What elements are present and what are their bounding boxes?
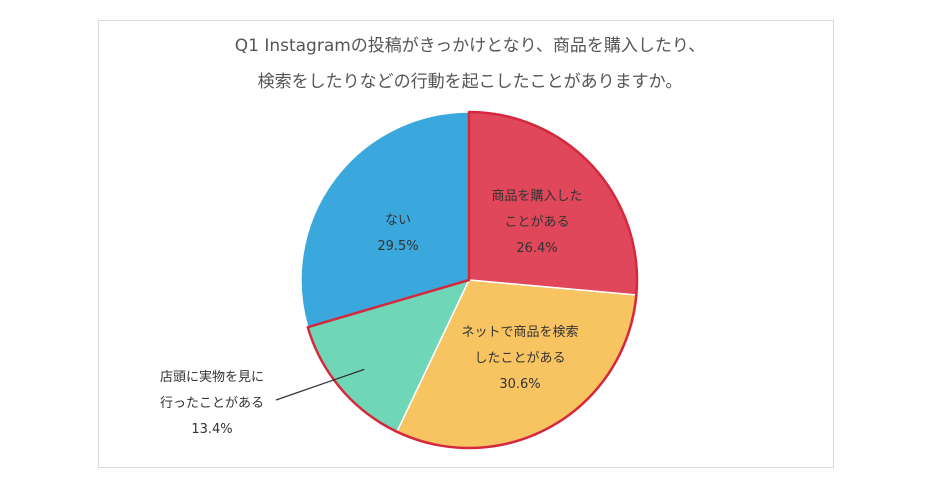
slice-label-line: したことがある: [474, 351, 566, 366]
slice-value-label: 30.6%: [499, 377, 541, 392]
chart-title: Q1 Instagramの投稿がきっかけとなり、商品を購入したり、 検索をしたり…: [0, 28, 940, 100]
slice-value-label: 13.4%: [191, 422, 233, 437]
slice-label-line: ない: [384, 213, 411, 228]
highlight-outline: [306, 110, 639, 450]
slice-label-line: ネットで商品を検索: [461, 325, 579, 340]
slice-label-purchased: 商品を購入した ことがある 26.4%: [491, 184, 582, 262]
slice-label-line: 店頭に実物を見に: [160, 370, 265, 385]
leader-line: [275, 368, 365, 401]
slice-label-searched-online: ネットで商品を検索 したことがある 30.6%: [461, 320, 578, 398]
slice-value-label: 29.5%: [377, 239, 419, 254]
chart-title-line-2: 検索をしたりなどの行動を起こしたことがありますか。: [257, 72, 683, 92]
slice-label-line: ことがある: [504, 215, 570, 230]
slice-label-none: ない 29.5%: [377, 208, 418, 260]
pie-slice-none: [300, 111, 470, 329]
chart-title-line-1: Q1 Instagramの投稿がきっかけとなり、商品を購入したり、: [234, 36, 706, 56]
slice-value-label: 26.4%: [516, 241, 558, 256]
slice-label-line: 行ったことがある: [160, 396, 265, 411]
slice-label-line: 商品を購入した: [491, 189, 583, 204]
slice-label-visited-store: 店頭に実物を見に 行ったことがある 13.4%: [160, 365, 264, 443]
